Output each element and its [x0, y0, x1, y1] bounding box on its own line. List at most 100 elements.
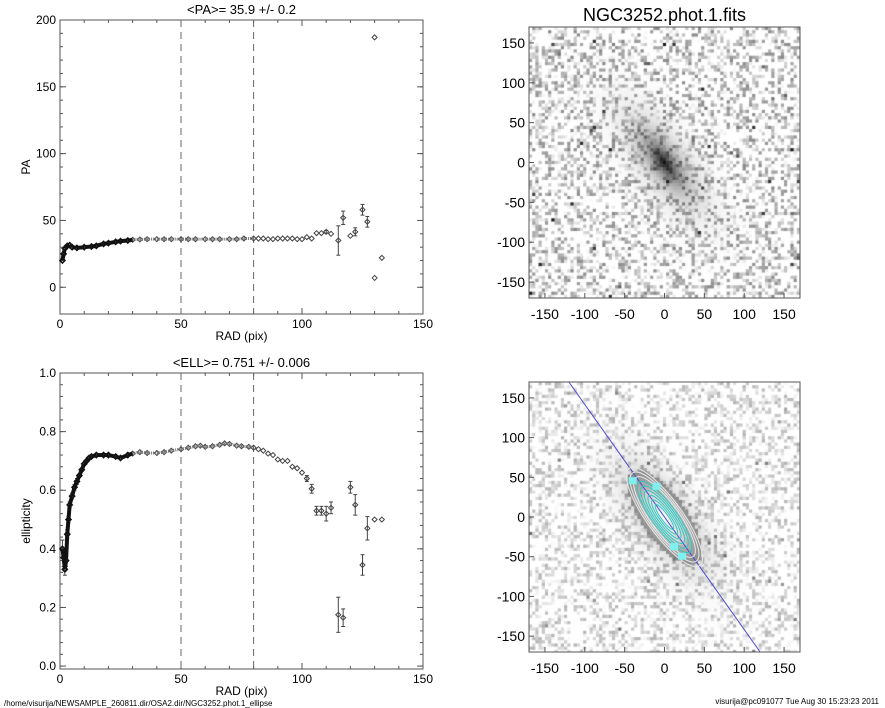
x-tick-label: -50: [615, 306, 635, 322]
x-tick-label: 100: [292, 317, 312, 331]
isophote-contour: [654, 504, 675, 530]
y-tick-label: 200: [36, 13, 56, 27]
profile-markers: [219, 441, 225, 447]
footer-file-path: /home/visurija/NEWSAMPLE_260811.dir/OSA2…: [4, 699, 273, 708]
data-point: [289, 463, 296, 470]
profile-markers: [72, 480, 79, 489]
data-point: [327, 504, 335, 512]
profile-markers: [103, 241, 109, 246]
masked-pixels: [652, 482, 661, 490]
x-axis-label: RAD (pix): [215, 329, 267, 343]
masked-pixels: [670, 543, 679, 551]
data-point: [322, 510, 330, 517]
y-tick-label: 0: [49, 280, 56, 294]
image-frame: [528, 26, 801, 299]
y-tick-label: 0.8: [39, 425, 56, 439]
isophote-contour: [640, 485, 689, 549]
data-point: [308, 235, 315, 242]
y-tick-label: 50: [509, 115, 525, 131]
profile-markers: [115, 454, 122, 460]
plot-title: <PA>= 35.9 +/- 0.2: [187, 2, 296, 17]
data-point: [364, 218, 371, 225]
profile-markers: [120, 238, 128, 244]
x-tick-label: -50: [615, 660, 635, 676]
profile-markers: [65, 519, 71, 535]
profile-markers: [171, 447, 182, 453]
x-tick-label: 150: [772, 660, 796, 676]
data-point: [359, 206, 366, 213]
profile-markers: [64, 534, 70, 561]
data-point: [318, 507, 325, 514]
x-tick-label: -150: [531, 306, 559, 322]
profile-markers: [187, 444, 196, 450]
isophote-contour: [625, 466, 704, 568]
x-tick-label: 0: [57, 317, 64, 331]
y-tick-label: 100: [36, 147, 56, 161]
isophote-contour: [651, 499, 678, 535]
profile-markers: [88, 454, 93, 460]
plot-frame: [59, 19, 424, 315]
profile-markers: [236, 237, 245, 241]
profile-markers: [71, 245, 78, 250]
isophote-contour: [643, 490, 686, 544]
x-tick-label: 150: [413, 672, 433, 686]
profile-markers: [229, 442, 238, 448]
x-tick-label: 100: [292, 672, 312, 686]
data-point: [371, 516, 378, 523]
y-tick-label: -150: [497, 274, 525, 290]
data-point: [347, 484, 354, 491]
isophote-contour: [629, 471, 700, 563]
profile-markers: [108, 453, 117, 459]
profile-markers: [195, 444, 201, 448]
isophote-contour: [636, 480, 693, 554]
data-point: [269, 451, 277, 459]
profile-markers: [82, 459, 89, 466]
data-point: [335, 237, 342, 244]
y-tick-label: -100: [497, 588, 525, 604]
y-axis-label: ellipticity: [19, 498, 33, 543]
x-tick-label: 100: [733, 660, 757, 676]
image-title: NGC3252.phot.1.fits: [583, 5, 746, 25]
y-tick-label: -100: [497, 234, 525, 250]
profile-markers: [115, 239, 121, 244]
data-point: [352, 501, 359, 509]
data-point: [335, 611, 342, 618]
profile-markers: [95, 241, 105, 248]
profile-markers: [60, 548, 66, 558]
y-tick-label: 150: [502, 35, 526, 51]
y-tick-label: -50: [505, 194, 525, 210]
data-point: [274, 456, 282, 463]
x-tick-label: 50: [174, 317, 188, 331]
profile-markers: [66, 504, 72, 520]
profile-markers: [79, 463, 87, 471]
profile-markers: [63, 244, 69, 250]
masked-pixels: [678, 552, 687, 560]
y-tick-label: 50: [509, 469, 525, 485]
profile-markers: [180, 446, 189, 451]
data-point: [260, 447, 267, 454]
plot-title: <ELL>= 0.751 +/- 0.006: [173, 355, 310, 370]
profile-markers: [70, 486, 77, 497]
data-point: [303, 475, 311, 482]
data-point: [322, 228, 330, 236]
data-point: [327, 230, 335, 238]
x-tick-label: 0: [661, 306, 669, 322]
profile-markers: [91, 243, 97, 249]
profile-markers: [67, 495, 75, 506]
profile-markers: [127, 451, 134, 457]
profile-markers: [224, 441, 230, 446]
data-point: [347, 232, 354, 240]
x-axis-label: RAD (pix): [215, 684, 267, 698]
major-axis-line: [568, 381, 761, 653]
y-tick-label: 0.6: [39, 483, 56, 497]
data-point: [339, 214, 347, 221]
y-tick-label: 100: [502, 430, 526, 446]
y-tick-label: 0: [517, 509, 525, 525]
x-tick-label: -100: [571, 660, 599, 676]
profile-markers: [139, 450, 148, 455]
data-point: [303, 233, 311, 241]
data-point: [352, 228, 359, 236]
y-tick-label: -150: [497, 628, 525, 644]
profile-markers: [85, 456, 91, 463]
profile-markers: [127, 237, 133, 243]
